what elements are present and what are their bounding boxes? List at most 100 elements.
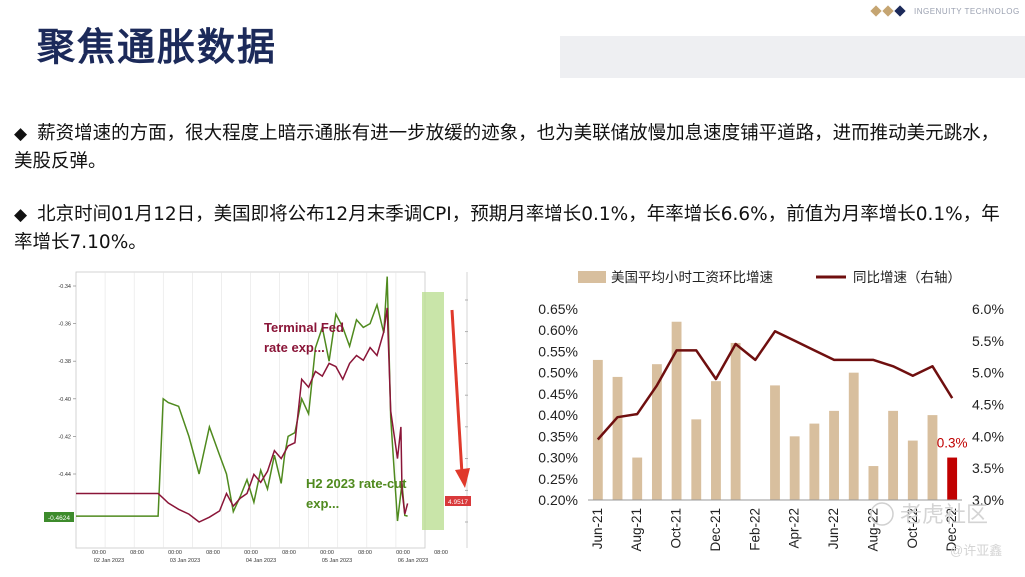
left-axis-tick-label: -0.42 <box>58 434 71 440</box>
bar <box>927 415 938 500</box>
header-band <box>560 36 1025 78</box>
watermark-text: 老虎社区 <box>900 502 988 527</box>
bullet-icon: ◆ <box>14 205 28 225</box>
bar <box>770 385 780 500</box>
x-tick-label: Oct-21 <box>669 508 684 549</box>
x-tick-label: Jun-22 <box>826 508 841 549</box>
annotation-rate-cut: H2 2023 rate-cut <box>306 476 407 491</box>
bar <box>592 359 603 500</box>
bar <box>809 423 820 500</box>
diamond-icon <box>882 5 894 17</box>
x-date-tick-label: 04 Jan 2023 <box>246 558 276 564</box>
diamond-icon <box>894 5 906 17</box>
right-axis-tick-label: 6.0% <box>972 301 1004 317</box>
x-date-tick-label: 02 Jan 2023 <box>94 558 124 564</box>
x-tick-label: Dec-21 <box>708 508 723 552</box>
wage-growth-svg: 美国平均小时工资环比增速 同比增速（右轴） 0.20% 0.25% 0.30% 0.35%… <box>538 270 1004 558</box>
left-axis-tick-label: -0.38 <box>58 359 71 365</box>
arrow-shaft <box>450 309 464 475</box>
x-tick-label: Oct-22 <box>905 508 920 549</box>
bar <box>789 436 800 500</box>
x-time-tick-label: 08:00 <box>206 550 220 556</box>
right-axis-tick-label: 3.0% <box>972 492 1004 508</box>
bar <box>848 372 859 500</box>
bar-highlight-label: 0.3% <box>937 436 968 451</box>
arrow-head <box>455 468 470 488</box>
maroon-series-line <box>76 307 409 523</box>
annotation-terminal-fed: rate exp... <box>264 340 325 355</box>
bullet-icon: ◆ <box>14 124 28 144</box>
right-axis-tick-label: 3.5% <box>972 460 1004 476</box>
left-axis-tick-label: 0.55% <box>538 343 578 359</box>
watermark-author: @许亚鑫 <box>950 543 1002 558</box>
x-time-tick-label: 08:00 <box>434 550 448 556</box>
green-series-line <box>76 276 408 522</box>
x-tick-label: Aug-22 <box>865 508 880 552</box>
left-axis-tick-label: 0.60% <box>538 322 578 338</box>
x-time-tick-label: 08:00 <box>282 550 296 556</box>
wage-growth-chart: 美国平均小时工资环比增速 同比增速（右轴） 0.20% 0.25% 0.30% 0.35%… <box>520 262 1025 573</box>
bar <box>907 440 918 500</box>
bar <box>868 466 879 500</box>
rate-expectations-chart: -0.34-0.36-0.38-0.40-0.42-0.445.085.065.… <box>44 266 482 566</box>
left-axis-tick-label: 0.30% <box>538 450 578 466</box>
bar <box>829 410 839 500</box>
legend-bar-label: 美国平均小时工资环比增速 <box>611 270 773 285</box>
x-time-tick-label: 00:00 <box>320 550 334 556</box>
x-tick-label: Aug-21 <box>629 508 644 552</box>
right-axis-tick-label: 4.0% <box>972 428 1004 444</box>
last-value-left-label: -0.4624 <box>48 515 70 522</box>
legend-line-label: 同比增速（右轴） <box>853 270 961 285</box>
yoy-series-line <box>596 330 954 441</box>
bar <box>888 410 899 500</box>
left-axis-tick-label: -0.40 <box>58 397 71 403</box>
x-date-tick-label: 05 Jan 2023 <box>322 558 352 564</box>
paragraph-text: 北京时间01月12日，美国即将公布12月末季调CPI，预期月率增长0.1%，年率… <box>14 204 1000 253</box>
left-axis-tick-label: 0.25% <box>538 471 578 487</box>
left-axis-tick-label: -0.34 <box>58 284 71 290</box>
x-tick-label: Dec-22 <box>944 508 959 552</box>
bar <box>691 419 702 500</box>
x-time-tick-label: 08:00 <box>358 550 372 556</box>
brand-logo: INGENUITY TECHNOLOG <box>870 4 1020 18</box>
left-axis-tick-label: 0.45% <box>538 386 578 402</box>
bar <box>671 321 682 500</box>
diamond-icon <box>870 5 882 17</box>
bar <box>730 342 741 500</box>
watermark-logo-icon <box>870 502 894 526</box>
paragraph-cpi: ◆ 北京时间01月12日，美国即将公布12月末季调CPI，预期月率增长0.1%，年… <box>14 201 1014 257</box>
bar <box>651 364 662 500</box>
x-date-tick-label: 06 Jan 2023 <box>398 558 428 564</box>
x-tick-label: Feb-22 <box>747 508 762 551</box>
page-title: 聚焦通胀数据 <box>37 25 278 69</box>
legend-bar-swatch <box>578 271 606 283</box>
annotation-terminal-fed: Terminal Fed <box>264 320 344 335</box>
x-tick-label: Apr-22 <box>787 508 802 549</box>
left-axis-tick-label: -0.44 <box>58 472 71 478</box>
right-axis-tick-label: 5.5% <box>972 333 1004 349</box>
header: 聚焦通胀数据 INGENUITY TECHNOLOG <box>0 0 1025 78</box>
x-time-tick-label: 00:00 <box>92 550 106 556</box>
right-axis-tick-label: 4.5% <box>972 397 1004 413</box>
x-tick-label: Jun-21 <box>590 508 605 549</box>
left-axis-tick-label: 0.50% <box>538 365 578 381</box>
last-value-right-bg <box>445 496 471 506</box>
left-axis-tick-label: 0.65% <box>538 301 578 317</box>
paragraph-wage: ◆ 薪资增速的方面，很大程度上暗示通胀有进一步放缓的迹象，也为美联储放慢加息速度铺… <box>14 120 1014 176</box>
highlight-band <box>422 292 444 530</box>
x-time-tick-label: 08:00 <box>130 550 144 556</box>
left-axis-tick-label: -0.36 <box>58 322 71 328</box>
left-axis-tick-label: 0.40% <box>538 407 578 423</box>
bar <box>632 457 643 500</box>
bar-highlight <box>947 457 958 500</box>
last-value-left-bg <box>44 512 74 522</box>
x-date-tick-label: 03 Jan 2023 <box>170 558 200 564</box>
left-axis-tick-label: 0.20% <box>538 492 578 508</box>
x-time-tick-label: 00:00 <box>396 550 410 556</box>
bar <box>612 376 623 500</box>
paragraph-text: 薪资增速的方面，很大程度上暗示通胀有进一步放缓的迹象，也为美联储放慢加息速度铺平… <box>14 123 1000 172</box>
brand-name: INGENUITY TECHNOLOG <box>914 6 1020 16</box>
bar <box>711 381 721 500</box>
x-time-tick-label: 00:00 <box>168 550 182 556</box>
right-axis-tick-label: 5.0% <box>972 365 1004 381</box>
